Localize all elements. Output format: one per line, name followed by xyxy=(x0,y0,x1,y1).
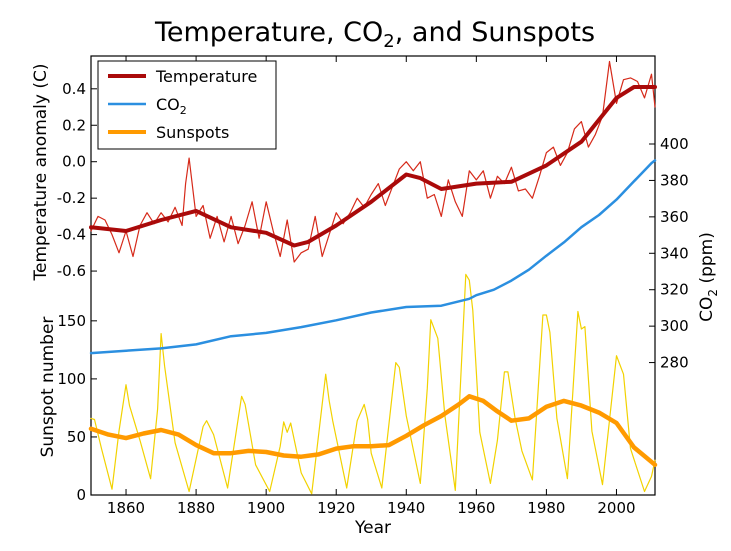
x-tick-label: 1980 xyxy=(527,499,565,517)
chart-title: Temperature, CO2, and Sunspots xyxy=(154,17,595,52)
legend-label-sunspots: Sunspots xyxy=(156,123,229,142)
x-tick-label: 1940 xyxy=(387,499,425,517)
temperature-y-tick-label: -0.6 xyxy=(57,262,86,280)
plot-area-frame xyxy=(90,55,656,496)
co2-y-tick-label: 340 xyxy=(660,244,689,262)
y-axis-label-co2: CO2 (ppm) xyxy=(697,232,720,322)
co2-y-tick-label: 360 xyxy=(660,208,689,226)
series-line-sunspots-smooth xyxy=(88,394,658,468)
co2-y-tick-label: 280 xyxy=(660,354,689,372)
x-tick-label: 1900 xyxy=(247,499,285,517)
x-tick-label: 1920 xyxy=(317,499,355,517)
temperature-y-tick-label: 0.4 xyxy=(62,80,86,98)
y-axis-label-temperature: Temperature anomaly (C) xyxy=(31,64,51,282)
series-line-temperature-smooth xyxy=(89,85,657,248)
y-axis-label-sunspots: Sunspot number xyxy=(38,317,58,458)
x-tick-label: 1880 xyxy=(177,499,215,517)
co2-y-tick-label: 320 xyxy=(660,281,689,299)
x-axis-label: Year xyxy=(354,518,391,538)
temperature-y-tick-label: 0.0 xyxy=(62,153,86,171)
temperature-y-tick-label: 0.2 xyxy=(62,116,86,134)
temperature-y-tick-label: -0.2 xyxy=(57,189,86,207)
x-tick-label: 1960 xyxy=(457,499,495,517)
co2-y-tick-label: 400 xyxy=(660,135,689,153)
legend-label-co2: CO2 xyxy=(156,95,187,117)
series-line-sunspots-annual xyxy=(90,273,656,495)
x-tick-label: 1860 xyxy=(107,499,145,517)
series-layer xyxy=(88,60,658,495)
legend: Temperature CO2 Sunspots xyxy=(97,60,277,150)
co2-y-tick-label: 300 xyxy=(660,317,689,335)
legend-label-temperature: Temperature xyxy=(155,67,257,86)
co2-y-tick-label: 380 xyxy=(660,171,689,189)
temperature-y-tick-label: -0.4 xyxy=(57,226,86,244)
sunspots-y-tick-label: 0 xyxy=(76,486,86,504)
sunspots-y-tick-label: 100 xyxy=(57,370,86,388)
sunspots-y-tick-label: 150 xyxy=(57,312,86,330)
axes-layer: 1860 1880 1900 1920 1940 1960 1980 2000 0.4 0.2 0.… xyxy=(57,56,689,517)
x-tick-label: 2000 xyxy=(597,499,635,517)
sunspots-y-tick-label: 50 xyxy=(67,428,86,446)
series-line-co2 xyxy=(89,159,657,355)
series-line-temperature-annual xyxy=(90,60,656,263)
